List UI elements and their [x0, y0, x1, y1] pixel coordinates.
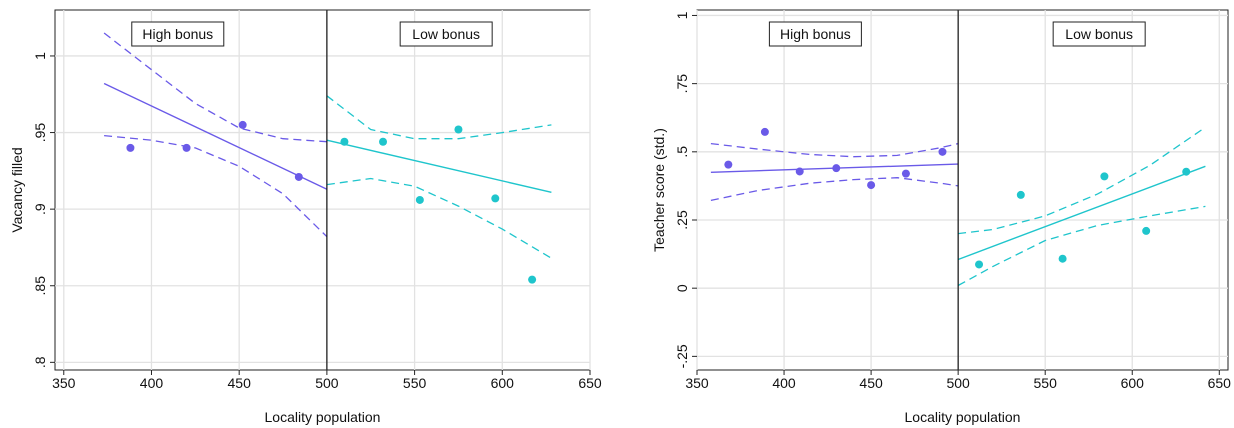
region-label: High bonus	[142, 26, 213, 42]
data-point	[415, 195, 424, 204]
x-tick-label: 450	[859, 375, 883, 391]
ci-lower-line	[104, 134, 328, 238]
data-point	[491, 194, 500, 203]
x-tick-label: 450	[228, 375, 252, 391]
region-label-box	[768, 21, 862, 47]
y-axis-label: Teacher score (std.)	[651, 128, 667, 252]
x-tick-label: 400	[140, 375, 164, 391]
data-point	[126, 143, 135, 152]
x-tick-label: 500	[315, 375, 339, 391]
ci-lower-line	[957, 205, 1206, 287]
x-tick-label: 350	[685, 375, 709, 391]
data-point	[1016, 190, 1025, 199]
data-point	[832, 164, 841, 173]
data-point	[379, 137, 388, 146]
panel-2: 350 400 450 500 550 600 650 -.25 0 .25 .5 .75 1 Local…	[651, 9, 1232, 425]
fit-line	[326, 139, 552, 193]
y-tick-label: .95	[32, 123, 48, 143]
region-label-box	[1052, 21, 1146, 47]
region-label-box	[399, 21, 493, 47]
data-point	[340, 137, 349, 146]
y-tick-label: .8	[32, 356, 48, 368]
y-tick-label: 0	[674, 284, 690, 292]
series-low	[957, 126, 1206, 287]
x-tick-label: 600	[491, 375, 515, 391]
x-tick-label: 400	[772, 375, 796, 391]
y-tick-label: .75	[674, 74, 690, 94]
data-point	[182, 143, 191, 152]
data-point	[1182, 167, 1191, 176]
x-tick-label: 550	[403, 375, 427, 391]
data-point	[454, 125, 463, 134]
x-tick-label: 650	[1208, 375, 1232, 391]
y-axis-label: Vacancy filled	[9, 147, 25, 232]
data-point	[1142, 226, 1151, 235]
region-label: Low bonus	[1065, 26, 1133, 42]
region-label-box	[131, 21, 225, 47]
data-point	[760, 127, 769, 136]
region-label: Low bonus	[412, 26, 480, 42]
x-tick-label: 350	[52, 375, 76, 391]
data-point	[975, 260, 984, 269]
series-low	[326, 95, 552, 284]
data-point	[867, 181, 876, 190]
y-tick-label: 1	[674, 11, 690, 19]
plot-area	[54, 9, 591, 371]
fit-line	[957, 165, 1206, 261]
data-point	[294, 172, 303, 181]
x-tick-label: 650	[578, 375, 602, 391]
x-axis-label: Locality population	[905, 409, 1021, 425]
x-tick-label: 500	[946, 375, 970, 391]
data-point	[1058, 254, 1067, 263]
fit-line	[103, 82, 328, 190]
ci-lower-line	[710, 177, 959, 202]
y-tick-label: .25	[674, 210, 690, 230]
ci-upper-line	[710, 142, 959, 158]
data-point	[724, 160, 733, 169]
data-point	[1100, 172, 1109, 181]
y-tick-label: .5	[674, 146, 690, 158]
data-point	[938, 147, 947, 156]
y-tick-label: .85	[32, 276, 48, 296]
ci-upper-line	[326, 95, 552, 140]
y-tick-label: -.25	[674, 344, 690, 368]
series-high	[710, 127, 959, 202]
y-tick-label: 1	[32, 52, 48, 60]
region-label: High bonus	[780, 26, 851, 42]
x-tick-label: 600	[1121, 375, 1145, 391]
data-point	[528, 275, 537, 284]
x-axis-label: Locality population	[265, 409, 381, 425]
panel-1: 350 400 450 500 550 600 650 .8 .85 .9 .95 1 Locality…	[9, 9, 602, 425]
data-point	[795, 167, 804, 176]
data-point	[238, 120, 247, 129]
ci-upper-line	[958, 126, 1206, 235]
ci-lower-line	[326, 177, 552, 259]
plot-area	[696, 9, 1229, 371]
x-tick-label: 550	[1034, 375, 1058, 391]
y-tick-label: .9	[32, 203, 48, 215]
data-point	[901, 169, 910, 178]
series-high	[103, 32, 328, 238]
